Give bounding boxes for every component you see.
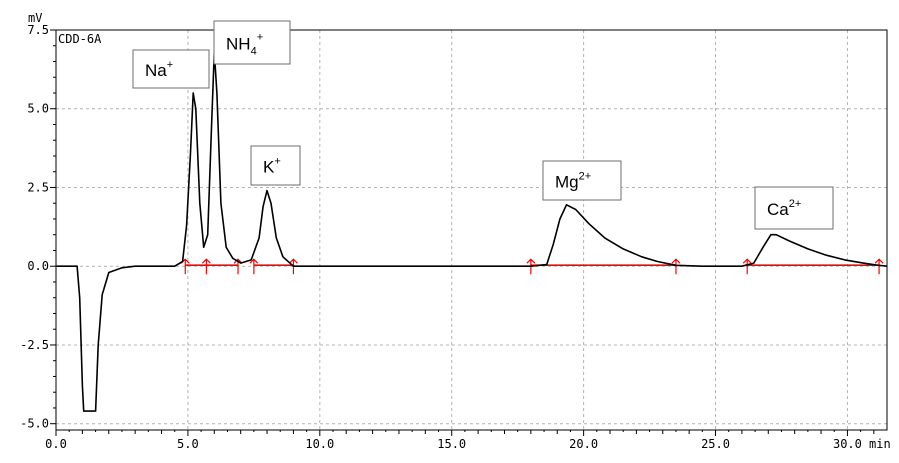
plot-frame <box>55 29 888 431</box>
annotation-ion: Na <box>145 61 167 80</box>
peak-annotation: NH4+ <box>213 20 291 65</box>
annotation-charge: + <box>167 59 173 71</box>
x-tick-label: 15.0 <box>437 437 466 451</box>
annotation-box <box>213 20 291 65</box>
y-tick-label: -5.0 <box>20 417 49 431</box>
y-tick-label: 2.5 <box>27 180 49 194</box>
annotation-box <box>250 145 301 186</box>
annotation-charge: + <box>257 32 263 44</box>
grid-lines <box>56 30 887 430</box>
annotation-charge: 2+ <box>789 198 802 210</box>
annotation-ion: Ca <box>767 200 789 219</box>
peak-marker <box>249 258 259 275</box>
annotation-label: NH4+ <box>226 32 263 58</box>
y-unit-label: mV <box>28 11 42 25</box>
detector-label: CDD-6A <box>58 32 102 46</box>
peak-annotation: Ca2+ <box>754 186 834 230</box>
peak-marker <box>201 258 211 275</box>
peak-annotation: Na+ <box>132 49 210 89</box>
annotation-box <box>132 49 210 89</box>
x-tick-label: 0.0 <box>45 437 67 451</box>
x-tick-label: 25.0 <box>701 437 730 451</box>
peak-annotation: Mg2+ <box>542 160 622 201</box>
x-tick-labels: 0.0 5.0 10.0 15.0 20.0 25.0 30.0 <box>45 437 862 451</box>
annotation-box <box>754 186 834 230</box>
y-tick-label: 5.0 <box>27 102 49 116</box>
peak-marker <box>671 258 681 275</box>
signal-line <box>56 51 888 412</box>
x-tick-label: 30.0 <box>833 437 862 451</box>
annotation-charge: 2+ <box>579 171 592 183</box>
annotation-subscript: 4 <box>251 46 257 58</box>
peak-annotations: Na+NH4+K+Mg2+Ca2+ <box>132 20 834 230</box>
signal-series <box>56 51 888 412</box>
annotation-ion: Mg <box>555 173 579 192</box>
annotation-label: Ca2+ <box>767 198 801 219</box>
x-tick-label: 5.0 <box>177 437 199 451</box>
y-tick-labels: 7.5 5.0 2.5 0.0 -2.5 -5.0 <box>20 23 49 431</box>
x-unit-label: min <box>869 437 891 451</box>
annotation-label: Mg2+ <box>555 171 591 192</box>
annotation-label: K+ <box>263 156 281 177</box>
annotation-ion: NH <box>226 35 251 54</box>
annotation-label: Na+ <box>145 59 173 80</box>
y-tick-label: 7.5 <box>27 23 49 37</box>
peak-marker <box>874 258 884 275</box>
axis-ticks <box>50 29 875 436</box>
y-tick-label: 0.0 <box>27 259 49 273</box>
annotation-box <box>542 160 622 201</box>
annotation-ion: K <box>263 158 275 177</box>
peak-marker <box>742 258 752 275</box>
annotation-charge: + <box>274 156 280 168</box>
x-tick-label: 10.0 <box>305 437 334 451</box>
y-tick-label: -2.5 <box>20 338 49 352</box>
baseline-marks <box>180 258 884 275</box>
peak-annotation: K+ <box>250 145 301 186</box>
x-tick-label: 20.0 <box>569 437 598 451</box>
